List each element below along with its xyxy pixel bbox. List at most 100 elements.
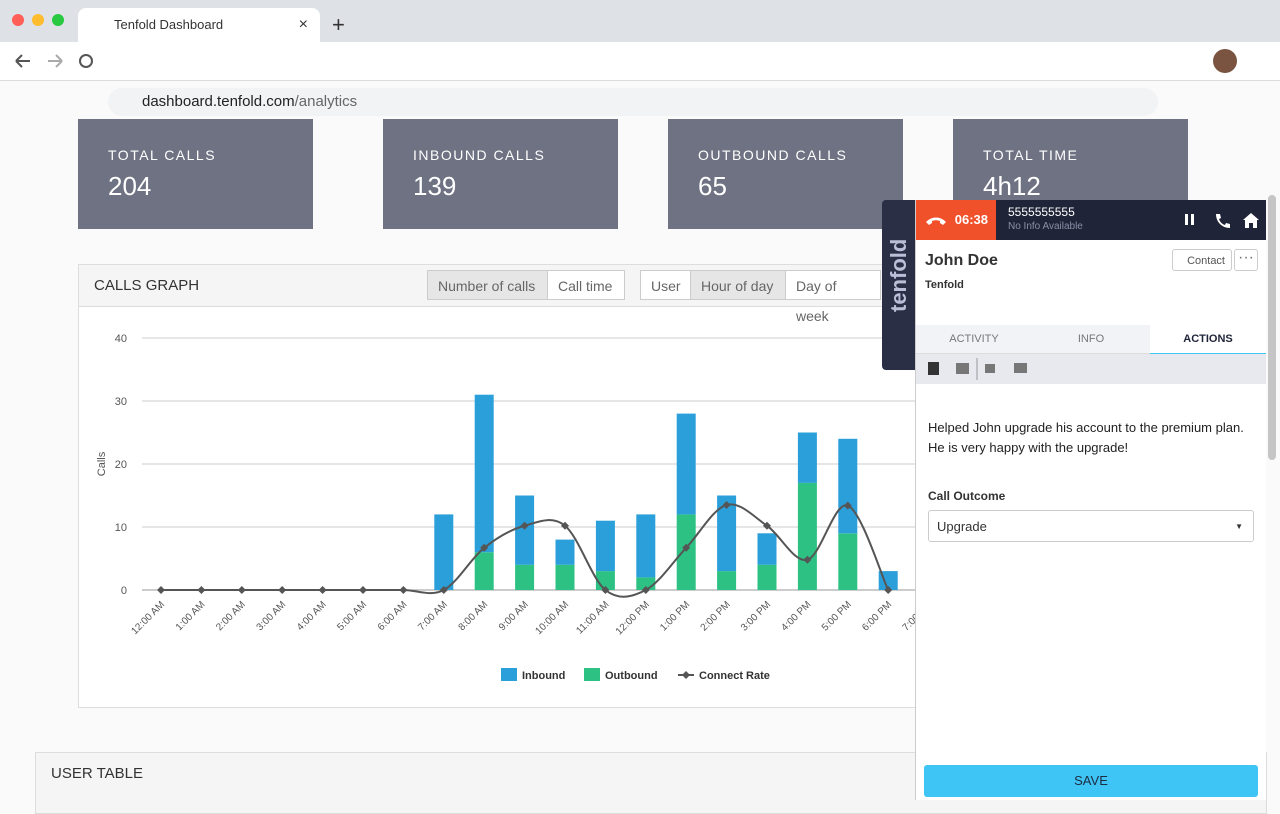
x-tick-label: 2:00 AM [214, 599, 248, 633]
contact-button[interactable]: Contact [1172, 249, 1232, 271]
bar [797, 482, 817, 590]
x-tick-label: 1:00 PM [658, 599, 692, 633]
x-tick-label: 6:00 PM [860, 599, 894, 633]
new-tab[interactable]: + [332, 12, 345, 37]
address-bar[interactable]: dashboard.tenfold.com/analytics [108, 88, 1158, 116]
x-tick-label: 3:00 PM [739, 599, 773, 633]
line-marker [399, 586, 408, 594]
bar [555, 564, 575, 590]
stat-label: TOTAL CALLS [108, 147, 217, 163]
stat-label: INBOUND CALLS [413, 147, 546, 163]
panel-tab[interactable]: ACTIONS [1150, 325, 1266, 355]
user-table-title: USER TABLE [51, 765, 143, 782]
bar [515, 495, 535, 565]
line-marker [439, 586, 448, 594]
x-tick-label: 2:00 PM [699, 599, 733, 633]
tab-title: Tenfold Dashboard [114, 17, 224, 32]
action-toolbar [916, 354, 1266, 384]
stat-card: TOTAL CALLS 204 [78, 119, 313, 229]
line-marker [480, 543, 489, 552]
tab[interactable]: Tenfold Dashboard × [78, 8, 320, 42]
bar [474, 394, 494, 553]
phone-info: No Info Available [1008, 221, 1083, 232]
x-tick-label: 3:00 AM [255, 599, 289, 633]
toggle-button[interactable]: User [640, 270, 691, 300]
toggle-button[interactable]: Call time [547, 270, 625, 300]
tab-close[interactable]: × [298, 16, 308, 33]
line-marker [520, 521, 529, 530]
line-marker [722, 500, 731, 509]
bar [838, 533, 858, 590]
graph-header: CALLS GRAPH Number of calls Call time User… [79, 265, 939, 324]
bar [757, 564, 777, 590]
x-tick-label: 4:00 AM [295, 599, 329, 633]
company: Tenfold [925, 279, 964, 291]
legend-label: Connect Rate [699, 670, 770, 682]
outcome-select[interactable]: Upgrade ▼ [928, 510, 1254, 542]
x-tick-label: 1:00 AM [174, 599, 208, 633]
action-icons[interactable] [916, 354, 1046, 384]
stat-label: OUTBOUND CALLS [698, 147, 848, 163]
outcome-value: Upgrade [937, 519, 987, 534]
y-axis-label: Calls [96, 451, 108, 476]
hangup-icon [926, 217, 946, 225]
graph-title: CALLS GRAPH [94, 277, 200, 294]
line-marker [803, 555, 812, 564]
line-marker [318, 586, 327, 594]
stat-card: OUTBOUND CALLS 65 [668, 119, 903, 229]
tenfold-panel: 06:38 5555555555 No Info Available John … [915, 200, 1266, 800]
scrollbar[interactable] [1268, 195, 1276, 460]
legend-swatch [682, 671, 690, 679]
bar [515, 564, 535, 590]
bar [636, 514, 656, 578]
avatar[interactable] [1210, 46, 1240, 76]
contact-name: John Doe [925, 252, 998, 269]
line-marker [561, 521, 569, 530]
bar [838, 438, 858, 534]
browser-chrome: Tenfold Dashboard × + dashboard.tenfold.c… [0, 0, 1280, 116]
save-button[interactable]: SAVE [924, 765, 1258, 797]
toggle-button[interactable]: Hour of day [690, 270, 786, 300]
line-marker [157, 586, 165, 594]
bar [676, 413, 696, 515]
phone: 5555555555 [1008, 205, 1075, 219]
bar [717, 495, 737, 572]
brand: tenfold [886, 238, 911, 312]
y-tick-label: 30 [115, 396, 127, 408]
line-marker [237, 586, 246, 594]
line-marker [197, 586, 206, 594]
calls-graph-card: CALLS GRAPH Number of calls Call time User… [78, 264, 940, 708]
stat-value: 65 [698, 171, 727, 201]
call-controls[interactable] [1181, 210, 1261, 230]
x-tick-label: 4:00 PM [779, 599, 813, 633]
call-header: 06:38 5555555555 No Info Available [916, 200, 1266, 240]
stat-label: TOTAL TIME [983, 147, 1079, 163]
line-marker [884, 586, 893, 594]
line-marker [278, 586, 287, 594]
x-tick-label: 10:00 AM [533, 599, 571, 637]
bar [474, 552, 494, 590]
stat-value: 4h12 [983, 171, 1041, 201]
x-tick-label: 5:00 PM [820, 599, 854, 633]
stat-card: INBOUND CALLS 139 [383, 119, 618, 229]
bar [555, 539, 575, 565]
more-button[interactable]: ··· [1234, 249, 1258, 271]
x-tick-label: 7:00 AM [416, 599, 450, 633]
bar [595, 520, 615, 572]
x-tick-label: 12:00 PM [614, 599, 652, 637]
panel-tab[interactable]: INFO [1077, 333, 1105, 345]
line-marker [359, 586, 367, 594]
stat-value: 204 [108, 171, 152, 201]
panel-logo-tab[interactable]: tenfold [882, 200, 916, 370]
toolbar: dashboard.tenfold.com/analytics [0, 42, 1280, 116]
note[interactable]: Helped John upgrade his account to the p… [928, 420, 1244, 455]
line-marker [763, 521, 771, 530]
toggle-button[interactable]: Number of calls [427, 270, 548, 300]
y-tick-label: 0 [121, 585, 127, 597]
nav-buttons[interactable] [12, 50, 102, 72]
toggle-button[interactable]: Day of week [785, 270, 881, 324]
legend-swatch [501, 668, 517, 681]
panel-tab[interactable]: ACTIVITY [949, 333, 999, 345]
